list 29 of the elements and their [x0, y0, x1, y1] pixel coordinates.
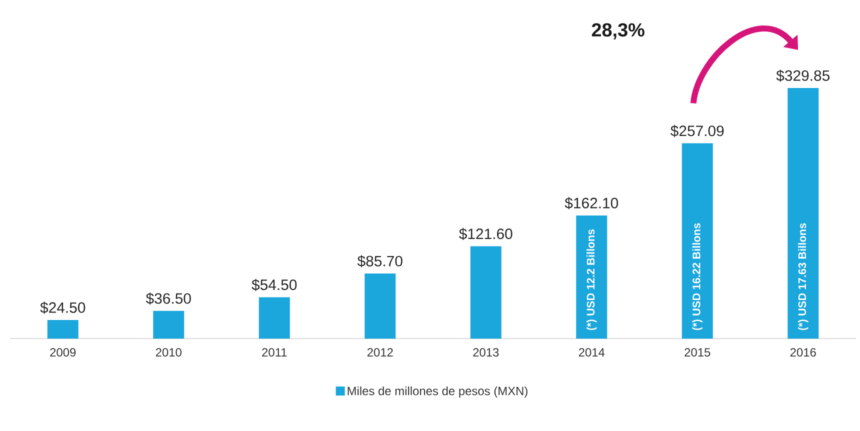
x-tick-label: 2012 [367, 348, 393, 357]
annotation: (*) USD 17.63 Billons [798, 223, 808, 330]
bar [47, 320, 78, 339]
bar [576, 216, 608, 339]
x-tick-label: 2016 [790, 348, 816, 357]
x-tick-label: 2011 [262, 348, 287, 357]
data-label: $24.50 [40, 302, 86, 314]
data-label: $257.09 [670, 125, 724, 138]
bar [682, 143, 713, 339]
bar [788, 88, 819, 339]
data-label: $121.60 [459, 228, 512, 240]
x-tick-label: 2010 [156, 348, 182, 357]
data-label: $85.70 [357, 255, 402, 268]
data-label: $162.10 [564, 197, 618, 210]
x-tick-label: 2013 [473, 348, 499, 357]
bar [258, 297, 290, 339]
data-label: $36.50 [146, 292, 191, 305]
annotation: (*) USD 12.2 Billons [586, 230, 597, 330]
x-tick-label: 2014 [578, 348, 605, 357]
data-label: $329.85 [776, 70, 830, 82]
annotation: (*) USD 16.22 Billons [692, 223, 702, 330]
x-tick-label: 2015 [684, 348, 710, 357]
text: 28,3% [592, 23, 644, 40]
legend-label: Miles de millones de pesos (MXN) [348, 386, 528, 398]
x-tick-label: 2009 [50, 348, 76, 357]
bar [153, 311, 184, 339]
bar [470, 246, 502, 339]
bar [364, 274, 396, 339]
data-label: $54.50 [252, 279, 297, 292]
